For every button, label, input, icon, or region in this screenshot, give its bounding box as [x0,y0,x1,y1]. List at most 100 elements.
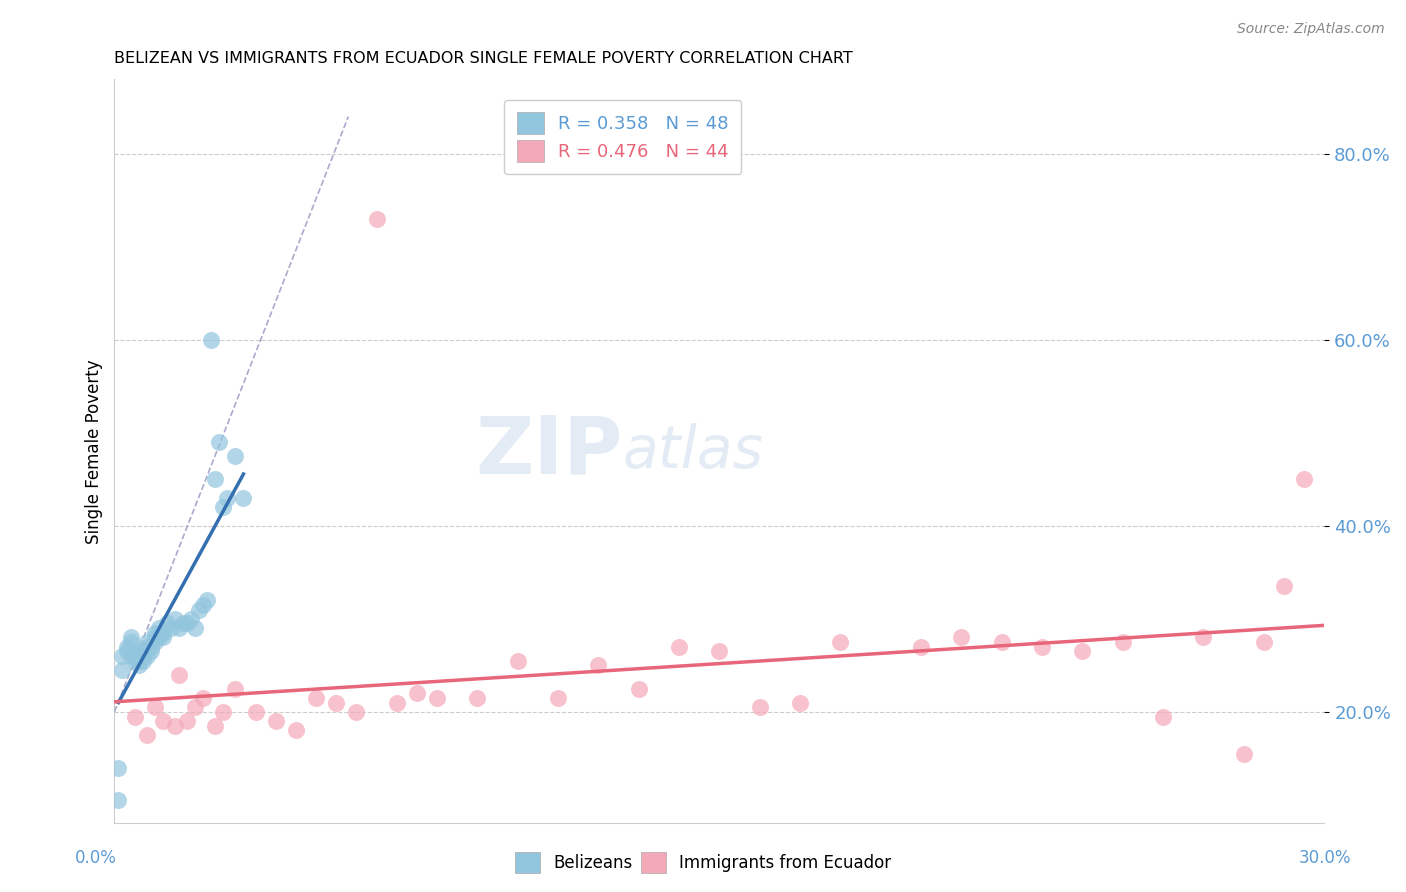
Text: BELIZEAN VS IMMIGRANTS FROM ECUADOR SINGLE FEMALE POVERTY CORRELATION CHART: BELIZEAN VS IMMIGRANTS FROM ECUADOR SING… [114,51,853,66]
Point [344,705,367,719]
Point [217,491,239,505]
Point [120,635,142,649]
Point [111,648,134,663]
Point [1071,644,1094,658]
Point [547,690,569,705]
Point [128,658,150,673]
Point [167,621,190,635]
Point [191,598,214,612]
Point [139,640,162,654]
Point [120,648,142,663]
Point [910,640,932,654]
Text: ZIP: ZIP [475,412,623,491]
Text: Source: ZipAtlas.com: Source: ZipAtlas.com [1237,22,1385,37]
Point [107,761,129,775]
Point [245,705,267,719]
Point [143,625,166,640]
Point [180,612,202,626]
Point [1253,635,1275,649]
Point [188,602,211,616]
Point [124,709,146,723]
Point [506,654,529,668]
Point [204,719,226,733]
Point [124,648,146,663]
Point [107,793,129,807]
Point [135,640,157,654]
Point [143,635,166,649]
Point [143,631,166,645]
Point [305,690,328,705]
Point [131,644,153,658]
Point [264,714,287,728]
Point [1112,635,1135,649]
Point [284,723,307,738]
Point [124,648,146,663]
Point [115,644,138,658]
Point [131,648,153,663]
Point [135,728,157,742]
Point [830,635,852,649]
Point [111,663,134,677]
Y-axis label: Single Female Poverty: Single Female Poverty [86,359,103,544]
Legend: R = 0.358   N = 48, R = 0.476   N = 44: R = 0.358 N = 48, R = 0.476 N = 44 [503,100,741,174]
Point [588,658,610,673]
Point [176,616,198,631]
Point [385,696,408,710]
Point [212,705,235,719]
Point [143,700,166,714]
Point [163,719,186,733]
Point [163,612,186,626]
Point [200,333,222,347]
Point [139,644,162,658]
Point [366,211,388,226]
Point [152,631,174,645]
Point [212,500,235,515]
Point [195,593,218,607]
Point [1233,747,1256,761]
Point [120,631,142,645]
Point [135,635,157,649]
Point [131,654,153,668]
Point [1152,709,1174,723]
Point [789,696,811,710]
Point [184,621,207,635]
Point [172,616,194,631]
Point [191,690,214,705]
Point [156,616,179,631]
Point [152,714,174,728]
Point [1294,472,1316,486]
Point [426,690,449,705]
Point [148,621,170,635]
Point [1272,579,1295,593]
Point [115,640,138,654]
Point [152,625,174,640]
Point [748,700,770,714]
Point [208,435,231,450]
Point [1192,631,1215,645]
Point [135,648,157,663]
Point [124,654,146,668]
Point [128,654,150,668]
Point [204,472,226,486]
Point [224,681,246,696]
Point [990,635,1012,649]
Text: atlas: atlas [623,423,763,480]
Point [467,690,489,705]
Point [124,644,146,658]
Point [167,667,190,681]
Legend: Belizeans, Immigrants from Ecuador: Belizeans, Immigrants from Ecuador [508,846,898,880]
Text: 0.0%: 0.0% [75,849,117,867]
Point [232,491,254,505]
Point [406,686,429,700]
Point [709,644,731,658]
Point [176,714,198,728]
Point [950,631,973,645]
Point [325,696,347,710]
Point [184,700,207,714]
Point [627,681,650,696]
Point [1031,640,1053,654]
Point [148,631,170,645]
Point [160,621,183,635]
Text: 30.0%: 30.0% [1298,849,1351,867]
Point [224,449,246,463]
